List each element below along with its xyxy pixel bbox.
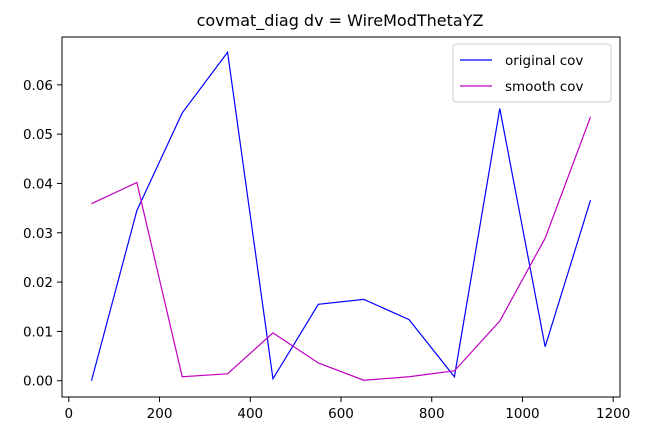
legend-label: smooth cov	[505, 79, 584, 95]
x-tick-label: 600	[328, 406, 354, 422]
x-tick-label: 0	[65, 406, 74, 422]
y-tick-label: 0.00	[23, 374, 53, 390]
legend-label: original cov	[505, 53, 583, 69]
x-tick-label: 200	[147, 406, 173, 422]
y-tick-label: 0.02	[23, 275, 53, 291]
y-tick-label: 0.04	[23, 176, 53, 192]
series-line-original-cov	[90, 50, 592, 381]
x-tick-label: 1000	[505, 406, 539, 422]
x-axis: 0 200 400 600 800 1000 1200	[65, 397, 630, 422]
y-tick-label: 0.05	[23, 127, 53, 143]
y-tick-label: 0.06	[23, 78, 53, 94]
series-lines	[90, 50, 592, 381]
legend: original cov smooth cov	[452, 43, 612, 103]
y-tick-label: 0.03	[23, 226, 53, 242]
legend-box	[452, 43, 612, 103]
chart-title: covmat_diag dv = WireModThetaYZ	[197, 11, 484, 31]
x-tick-label: 1200	[596, 406, 630, 422]
x-tick-label: 800	[419, 406, 445, 422]
y-axis: 0.00 0.01 0.02 0.03 0.04 0.05 0.06	[23, 78, 62, 390]
x-tick-label: 400	[237, 406, 263, 422]
series-line-smooth-cov	[91, 116, 592, 381]
y-tick-label: 0.01	[23, 324, 53, 340]
